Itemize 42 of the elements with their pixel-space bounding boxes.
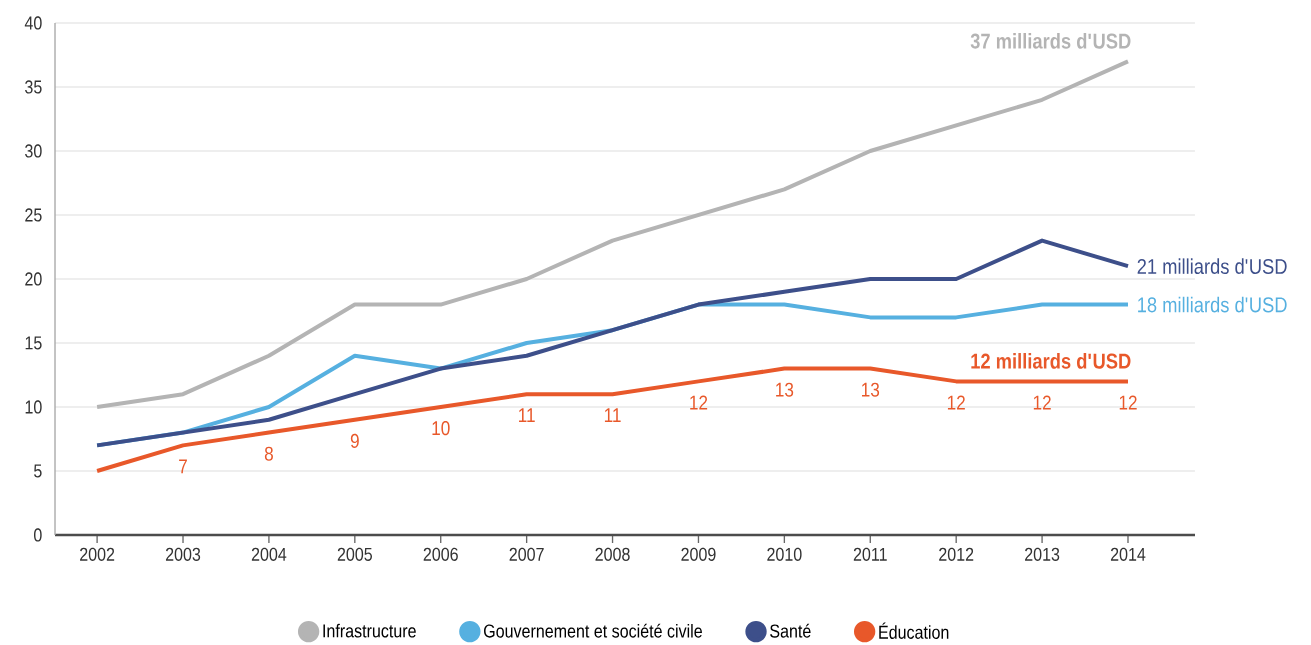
data-label: 11 — [519, 408, 535, 422]
legend-label: Gouvernement et société civile — [484, 623, 702, 638]
data-label: 7 — [179, 459, 187, 474]
x-tick-label: 2013 — [1025, 547, 1060, 561]
y-tick-label: 25 — [25, 208, 42, 222]
data-label: 12 — [1033, 395, 1051, 410]
x-tick-label: 2011 — [853, 547, 887, 561]
x-tick-label: 2014 — [1110, 547, 1146, 561]
x-tick-label: 2006 — [423, 547, 458, 561]
y-tick-label: 35 — [25, 80, 42, 94]
x-tick-label: 2009 — [681, 547, 716, 561]
data-label: 12 — [947, 395, 965, 410]
y-tick-label: 30 — [25, 144, 42, 158]
data-label: 12 — [1119, 395, 1137, 410]
data-label: 12 — [690, 395, 708, 410]
x-tick-label: 2003 — [165, 547, 201, 561]
x-tick-label: 2002 — [80, 547, 115, 561]
annotation: 18 milliards d'USD — [1138, 296, 1287, 313]
y-tick-label: 20 — [25, 272, 42, 286]
x-tick-label: 2005 — [337, 547, 373, 561]
y-tick-label: 10 — [25, 400, 42, 414]
legend-label: Infrastructure — [323, 623, 416, 638]
annotation: 21 milliards d'USD — [1137, 258, 1287, 275]
legend-label: Éducation — [879, 622, 949, 639]
data-label: 13 — [862, 382, 880, 397]
data-label: 8 — [264, 446, 273, 461]
x-tick-label: 2012 — [939, 547, 974, 561]
legend-label: Santé — [770, 623, 811, 638]
annotation: 12 milliards d'USD — [971, 353, 1131, 369]
y-tick-label: 5 — [34, 464, 42, 478]
annotation: 37 milliards d'USD — [970, 32, 1131, 49]
y-tick-label: 15 — [25, 336, 42, 350]
data-label: 11 — [604, 408, 621, 422]
x-tick-label: 2007 — [509, 547, 544, 561]
y-tick-label: 40 — [24, 16, 42, 30]
data-label: 9 — [350, 433, 359, 448]
x-tick-label: 2010 — [767, 547, 802, 561]
data-label: 13 — [776, 382, 794, 397]
data-label: 10 — [432, 421, 450, 436]
x-tick-label: 2008 — [595, 547, 630, 561]
x-tick-label: 2004 — [251, 547, 287, 561]
y-tick-label: 0 — [34, 528, 42, 542]
